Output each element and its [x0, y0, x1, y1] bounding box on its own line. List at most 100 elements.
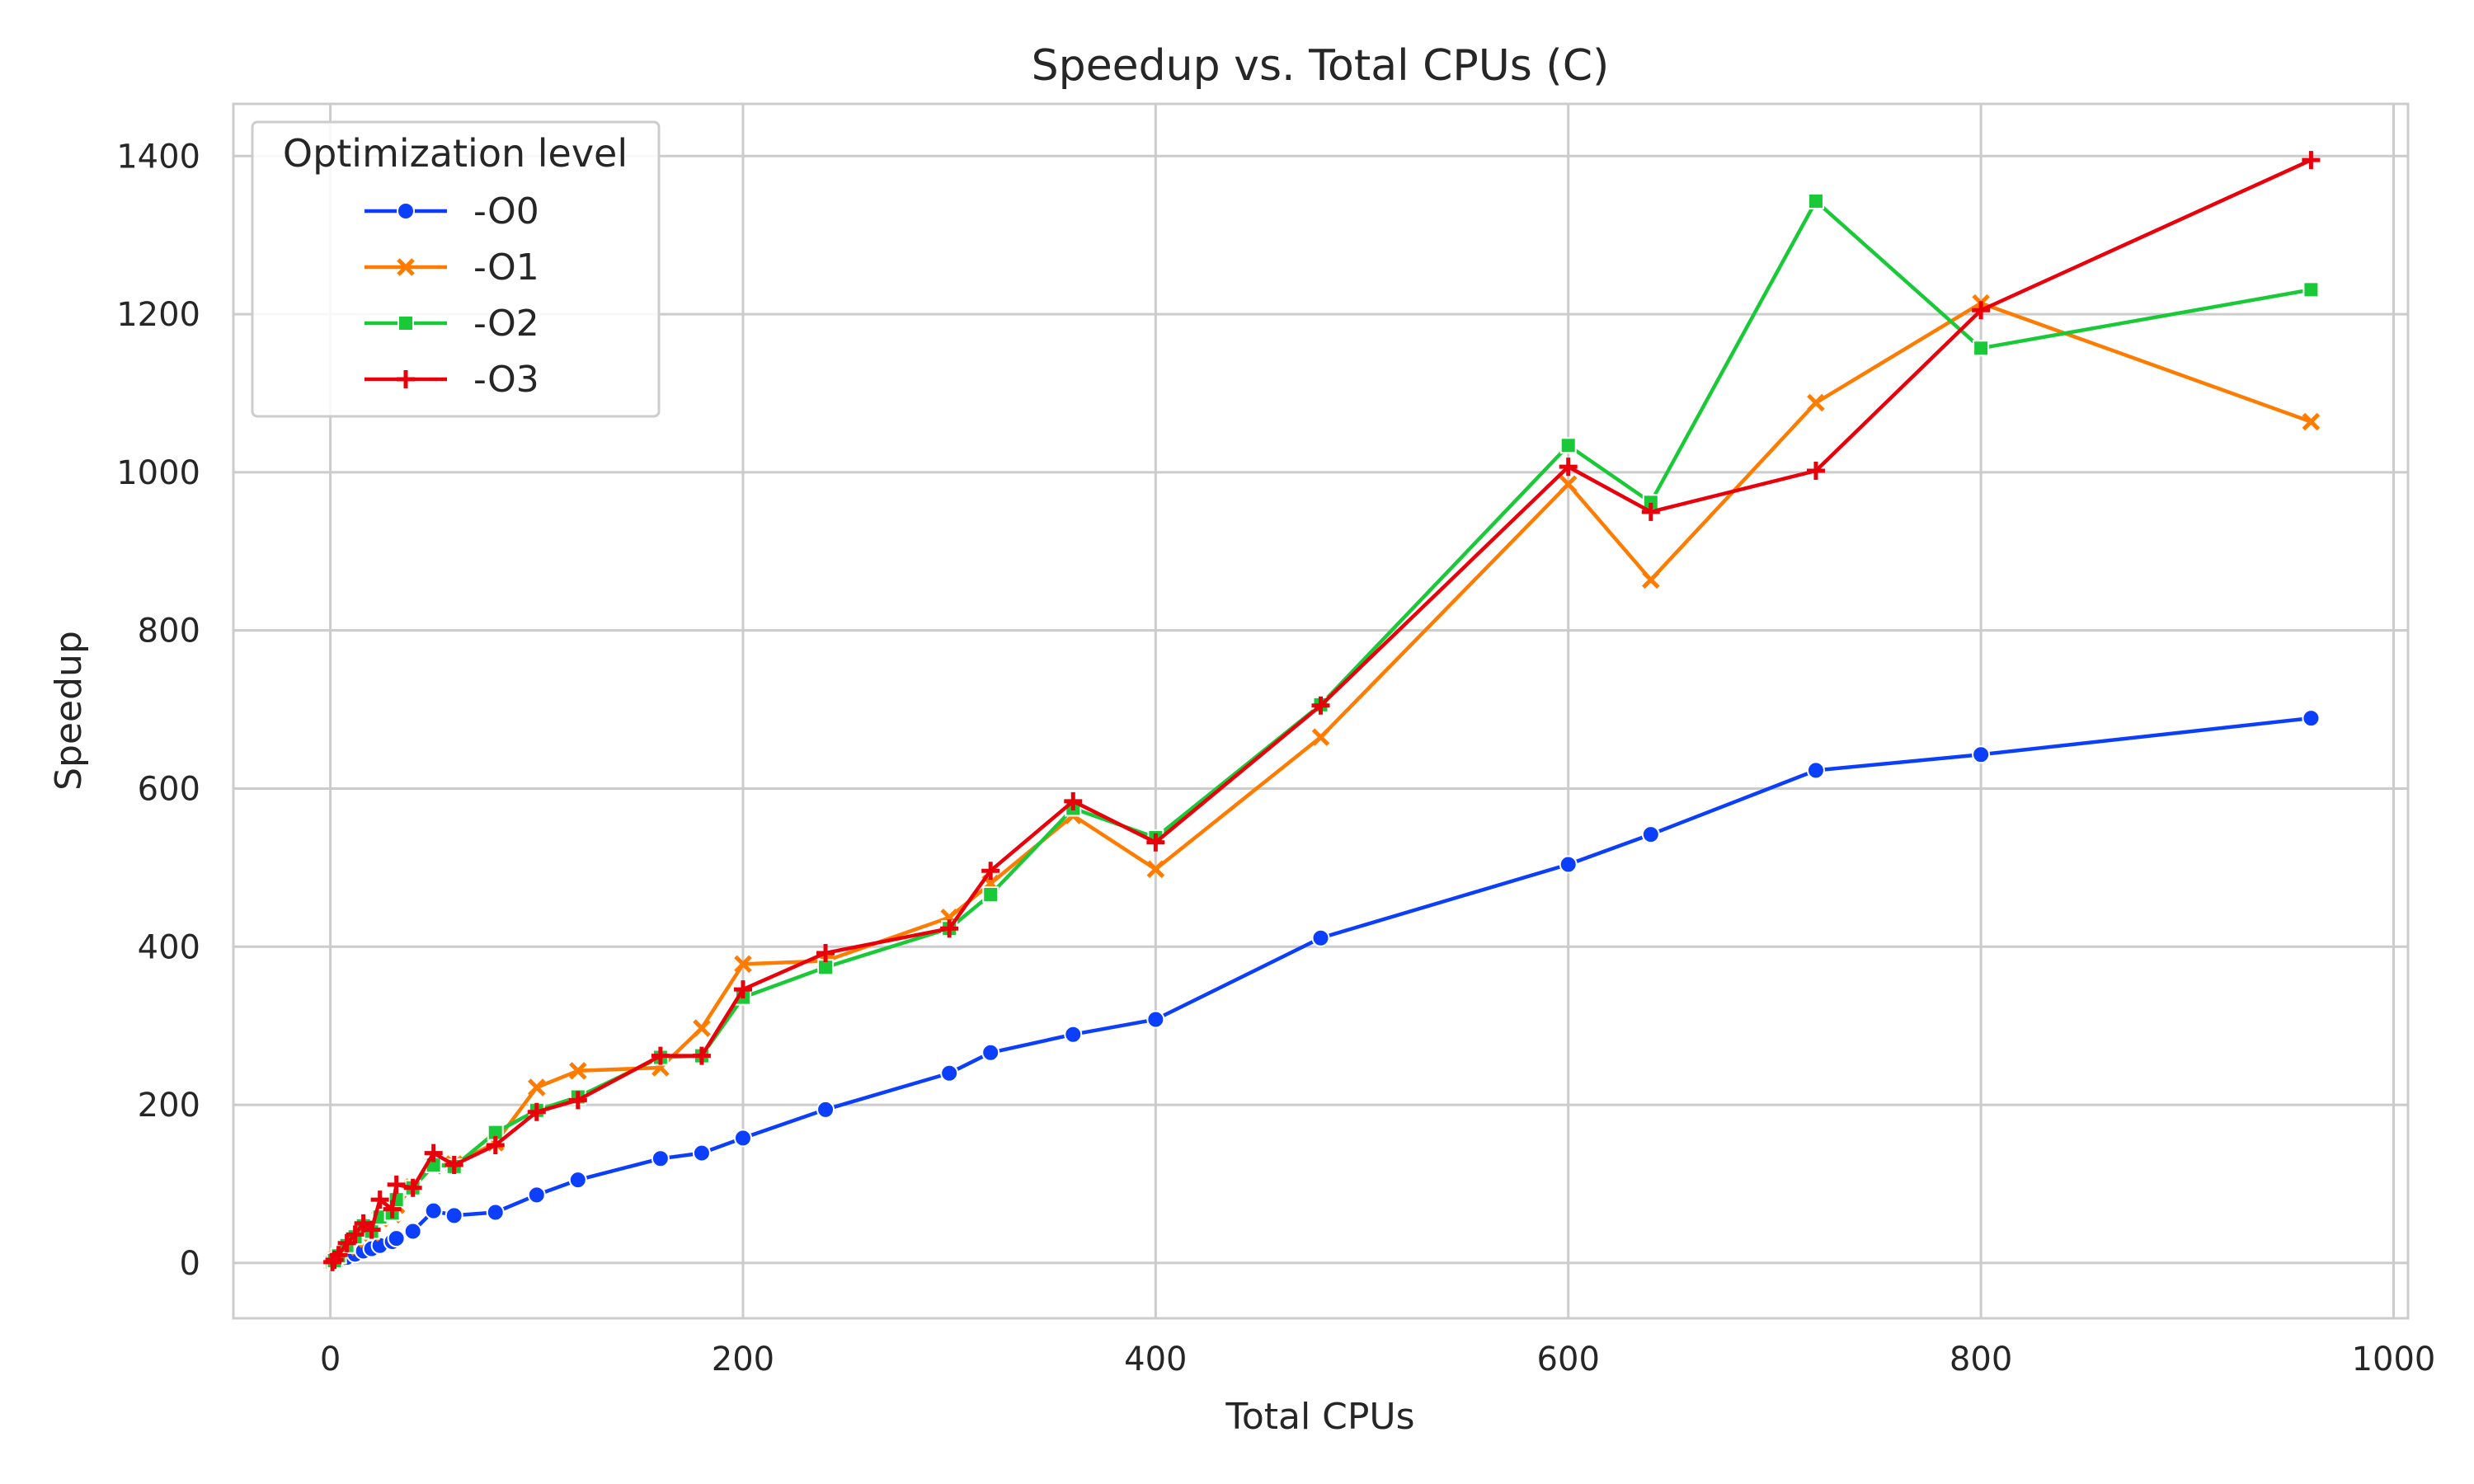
tick-labels: 0 200 400 600 800 1000 0 200 400 600 800 1000 1200 14… [116, 138, 2435, 1378]
data-point-o0 [1806, 761, 1825, 780]
data-point-o0 [2302, 709, 2321, 728]
data-point-o1 [1807, 393, 1825, 412]
data-point-o1 [1642, 571, 1660, 589]
plot-frame [232, 102, 2410, 1320]
y-tick-label: 600 [138, 770, 200, 808]
data-point-o3 [692, 1046, 711, 1065]
legend-label-o3: -O3 [473, 359, 539, 401]
data-point-o3 [1146, 833, 1165, 852]
y-axis-label: Speedup [48, 631, 90, 791]
data-point-o0 [692, 1144, 711, 1162]
data-point-o0 [733, 1129, 752, 1148]
legend-box [251, 120, 661, 418]
legend-entry-o1: -O1 [365, 247, 539, 289]
x-tick-label: 200 [712, 1341, 774, 1378]
legend-entry-o0: -O0 [365, 190, 539, 232]
series-line-o0 [330, 716, 2313, 1265]
data-point-o0 [981, 1043, 1000, 1062]
x-tick-label: 1000 [2352, 1341, 2436, 1378]
data-point-o3 [981, 862, 1000, 881]
data-point-o2 [1973, 340, 1990, 357]
legend-title: Optimization level [283, 131, 628, 176]
grid-lines [233, 104, 2408, 1318]
data-point-o1 [693, 1019, 711, 1037]
x-tick-label: 600 [1537, 1341, 1600, 1378]
data-point-o3 [527, 1102, 546, 1121]
data-point-o0 [403, 1222, 422, 1241]
series-o2 [324, 192, 2320, 1270]
series-o1 [323, 294, 2321, 1271]
data-point-o0 [444, 1206, 463, 1225]
data-point-o3 [651, 1046, 670, 1065]
data-point-o3 [1064, 791, 1083, 810]
y-tick-label: 1000 [116, 454, 200, 492]
data-point-o0 [1311, 928, 1330, 947]
data-point-o1 [569, 1062, 587, 1080]
x-tick-label: 800 [1950, 1341, 2012, 1378]
data-point-o3 [1311, 696, 1330, 715]
data-point-o0 [424, 1201, 443, 1220]
data-point-o0 [816, 1100, 835, 1119]
data-point-o1 [1559, 475, 1578, 494]
data-point-o0 [651, 1149, 670, 1168]
data-point-o2 [982, 885, 999, 903]
y-tick-label: 400 [138, 928, 200, 966]
data-point-o3 [370, 1190, 389, 1209]
data-point-o2 [1807, 192, 1824, 209]
series-layer [323, 151, 2321, 1271]
data-point-o3 [387, 1175, 406, 1194]
x-axis-label: Total CPUs [1225, 1396, 1414, 1438]
data-point-o1 [1146, 860, 1165, 879]
data-point-o3 [424, 1144, 443, 1162]
data-point-o3 [1641, 502, 1660, 521]
data-point-o1 [1311, 728, 1330, 746]
data-point-o0 [527, 1186, 546, 1205]
legend-entry-o2: -O2 [365, 303, 539, 345]
data-point-o0 [1972, 745, 1991, 764]
data-point-o0 [387, 1229, 406, 1248]
data-point-o3 [337, 1233, 356, 1252]
data-point-o3 [403, 1178, 422, 1197]
legend-marker-o0 [397, 202, 415, 220]
legend-entry-o3: -O3 [365, 359, 539, 401]
data-point-o3 [1972, 301, 1991, 320]
data-point-o3 [816, 943, 835, 962]
legend-entries: -O0 -O1 -O2 -O3 [365, 190, 539, 401]
data-point-o3 [362, 1220, 381, 1239]
series-o0 [323, 709, 2321, 1271]
legend: Optimization level -O0 -O1 -O2 -O3 [251, 120, 661, 418]
data-point-o3 [568, 1091, 587, 1110]
data-point-o0 [486, 1203, 505, 1222]
x-tick-label: 0 [320, 1341, 341, 1378]
x-tick-label: 400 [1124, 1341, 1187, 1378]
legend-label-o0: -O0 [473, 190, 539, 232]
data-point-o3 [486, 1135, 505, 1154]
data-point-o3 [444, 1155, 463, 1174]
data-point-o3 [346, 1225, 365, 1244]
data-point-o3 [383, 1200, 402, 1219]
y-tick-label: 0 [180, 1245, 200, 1283]
legend-label-o2: -O2 [473, 303, 539, 345]
data-point-o1 [2302, 412, 2321, 431]
data-point-o3 [2302, 151, 2321, 170]
chart-title: Speedup vs. Total CPUs (C) [1032, 41, 1610, 91]
legend-marker-o2 [397, 315, 414, 331]
data-point-o0 [940, 1064, 959, 1082]
data-point-o0 [1064, 1025, 1083, 1044]
data-point-o3 [1559, 458, 1578, 477]
data-point-o2 [1559, 437, 1577, 454]
data-point-o0 [1559, 855, 1578, 874]
data-point-o3 [940, 919, 959, 938]
data-point-o3 [1806, 461, 1825, 480]
y-tick-label: 800 [138, 613, 200, 650]
data-point-o1 [528, 1078, 546, 1097]
data-point-o2 [2302, 281, 2320, 298]
data-point-o1 [734, 955, 752, 974]
y-tick-label: 200 [138, 1087, 200, 1125]
legend-marker-o3 [397, 370, 415, 388]
data-point-o0 [568, 1171, 587, 1190]
y-tick-label: 1400 [116, 138, 200, 176]
data-point-o0 [1146, 1010, 1165, 1029]
legend-label-o1: -O1 [473, 247, 539, 289]
